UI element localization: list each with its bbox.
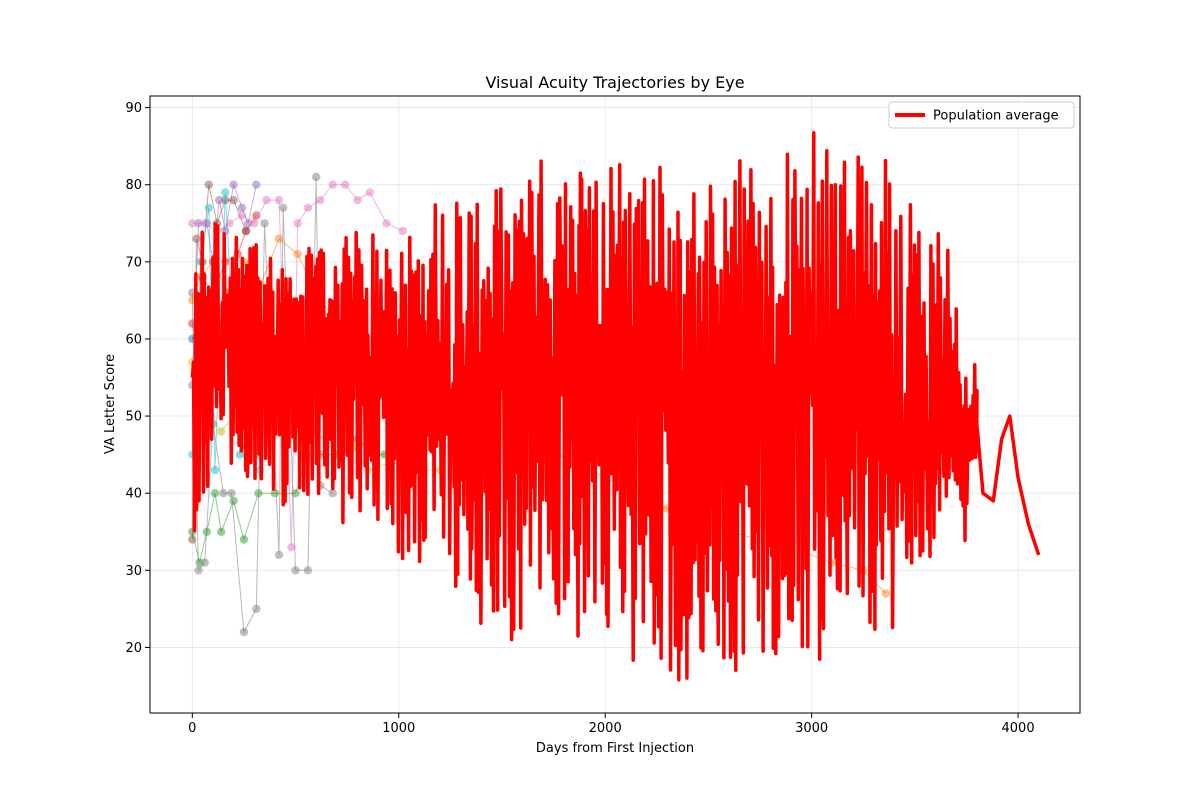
eye-data-point: [204, 203, 213, 212]
eye-data-point: [229, 195, 238, 205]
eye-data-point: [237, 211, 247, 220]
eye-data-point: [227, 489, 236, 498]
y-axis-ticks: 20 30 40 50 60 70 80 90: [125, 101, 150, 656]
chart-title: Visual Acuity Trajectories by Eye: [485, 73, 744, 92]
eye-data-point: [270, 489, 280, 498]
eye-data-point: [881, 589, 891, 598]
eye-data-point: [382, 219, 391, 228]
y-tick-label: 40: [125, 487, 142, 502]
plot-frame: [149, 95, 1081, 714]
y-axis-label: VA Letter Score: [103, 354, 118, 454]
legend: Population average: [888, 101, 1075, 129]
eye-data-point: [340, 180, 350, 189]
eye-data-point: [291, 566, 300, 575]
eye-data-point: [229, 496, 238, 506]
x-tick-label: 0: [188, 721, 196, 736]
eye-data-point: [260, 219, 269, 228]
eye-data-point: [229, 180, 238, 189]
eye-data-point: [279, 203, 288, 212]
eye-data-point: [219, 489, 228, 498]
eye-data-point: [217, 527, 226, 536]
eye-data-point: [200, 558, 209, 567]
y-tick-label: 60: [125, 332, 142, 347]
x-tick-label: 1000: [382, 721, 415, 736]
eye-data-point: [303, 203, 313, 212]
eye-data-point: [287, 543, 296, 552]
x-tick-label: 3000: [795, 721, 828, 736]
eye-data-point: [239, 627, 249, 637]
eye-data-point: [252, 604, 261, 614]
eye-data-point: [200, 219, 209, 228]
x-tick-label: 2000: [589, 721, 622, 736]
eye-data-point: [217, 427, 226, 436]
eye-data-point: [192, 234, 201, 243]
eye-data-point: [204, 180, 213, 189]
eye-data-point: [215, 195, 224, 205]
y-tick-label: 30: [125, 564, 142, 579]
eye-data-point: [303, 566, 313, 575]
y-tick-label: 90: [125, 101, 142, 116]
eye-data-point: [353, 195, 362, 205]
eye-data-point: [210, 465, 220, 475]
eye-data-point: [239, 535, 249, 544]
eye-data-point: [312, 172, 321, 182]
legend-box: [888, 101, 1075, 129]
eye-data-point: [274, 234, 284, 243]
eye-data-point: [365, 188, 375, 197]
population-average-layer: [190, 130, 1041, 682]
eye-data-point: [293, 249, 302, 259]
y-tick-label: 70: [125, 255, 142, 270]
eye-data-point: [316, 195, 325, 205]
eye-data-point: [250, 219, 259, 228]
eye-data-point: [274, 195, 284, 205]
eye-data-point: [194, 566, 203, 575]
x-axis-label: Days from First Injection: [536, 741, 694, 756]
population-average-line: [190, 130, 1041, 682]
eye-data-point: [274, 550, 284, 560]
x-axis-ticks: 0 1000 2000 3000 4000: [188, 713, 1035, 736]
eye-data-point: [188, 535, 197, 544]
eye-data-point: [188, 219, 197, 228]
eye-data-point: [262, 195, 271, 205]
y-tick-label: 80: [125, 178, 142, 193]
eye-data-point: [237, 203, 247, 212]
eye-data-point: [398, 226, 408, 236]
x-tick-label: 4000: [1002, 721, 1035, 736]
eye-data-point: [252, 211, 261, 220]
eye-data-point: [328, 180, 337, 189]
eye-data-point: [210, 489, 220, 498]
eye-data-point: [241, 226, 251, 236]
legend-label-population-average: Population average: [933, 109, 1059, 124]
y-tick-label: 50: [125, 410, 142, 425]
eye-data-point: [221, 188, 230, 197]
eye-data-point: [328, 489, 337, 498]
eye-data-point: [252, 180, 261, 189]
eye-data-point: [293, 219, 302, 228]
y-tick-label: 20: [125, 641, 142, 656]
